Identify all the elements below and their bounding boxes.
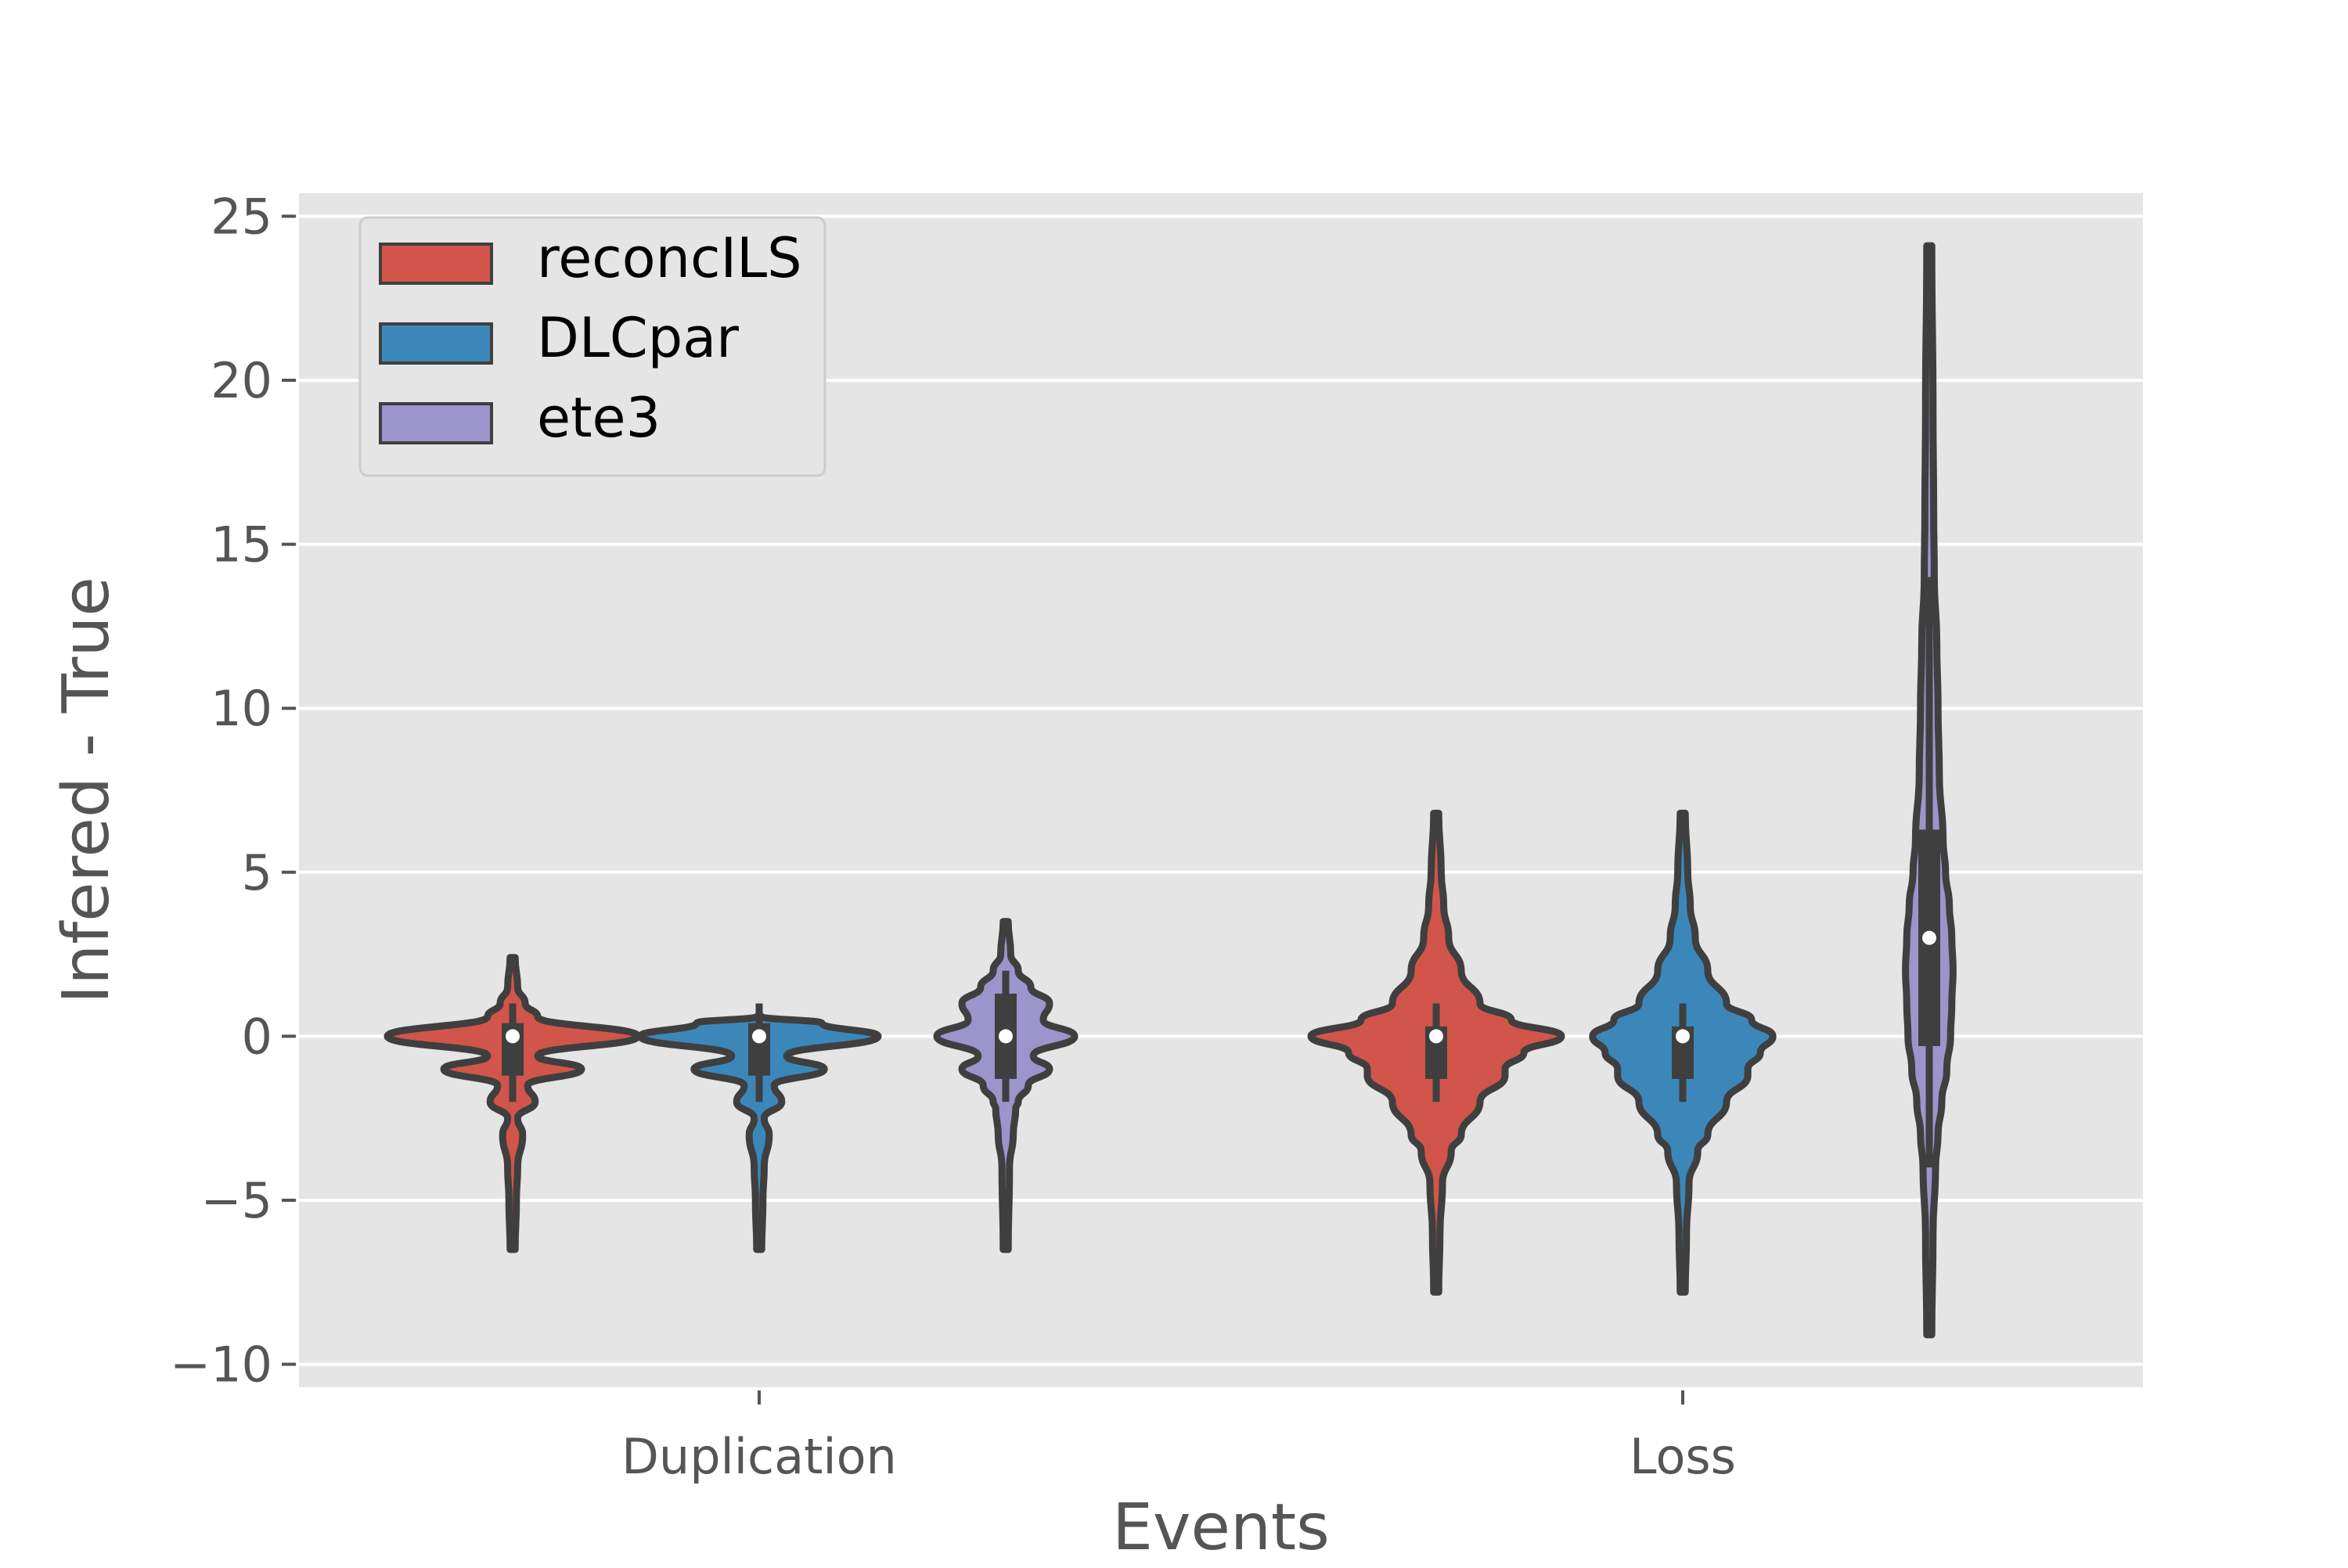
y-tick-label: 5: [242, 844, 272, 901]
violin-median-dot: [999, 1029, 1013, 1044]
violins: [384, 242, 1957, 1339]
legend-swatch-ete3: [379, 402, 493, 444]
violin-reconcils-duplication: [384, 954, 642, 1253]
legend-label-dlcpar: DLCpar: [537, 306, 739, 370]
y-tick-label: 10: [211, 680, 272, 737]
y-tick-label: 25: [211, 188, 272, 245]
violin-ete3-duplication: [933, 918, 1079, 1253]
violin-dlcpar-loss: [1589, 809, 1777, 1296]
y-axis-label: Infered - True: [49, 577, 124, 1004]
x-axis-label: Events: [1112, 1491, 1330, 1565]
x-tick-label: Duplication: [621, 1428, 897, 1485]
violin-median-dot: [1922, 930, 1936, 945]
y-tick-label: 20: [211, 352, 272, 409]
legend: reconcILS DLCpar ete3: [358, 216, 826, 477]
legend-swatch-dlcpar: [379, 322, 493, 365]
y-tick-label: −10: [170, 1336, 272, 1394]
legend-label-reconcils: reconcILS: [537, 226, 802, 290]
violin-ete3-loss: [1902, 242, 1957, 1339]
legend-label-ete3: ete3: [537, 386, 661, 450]
y-tick-label: 0: [242, 1008, 272, 1065]
y-axis: 25 20 15 10 5 0 −5 −10: [170, 188, 296, 1394]
x-axis: Duplication Loss: [621, 1390, 1736, 1485]
violin-median-dot: [506, 1029, 520, 1044]
y-tick-label: −5: [201, 1172, 272, 1229]
violin-dlcpar-duplication: [636, 1003, 882, 1253]
violin-reconcils-loss: [1307, 809, 1565, 1296]
legend-swatch-reconcils: [379, 243, 493, 285]
violin-body: [384, 954, 642, 1253]
x-tick-label: Loss: [1630, 1428, 1736, 1485]
violin-median-dot: [1676, 1029, 1690, 1044]
violin-median-dot: [752, 1029, 766, 1044]
violin-median-dot: [1429, 1029, 1443, 1044]
y-tick-label: 15: [211, 516, 272, 574]
